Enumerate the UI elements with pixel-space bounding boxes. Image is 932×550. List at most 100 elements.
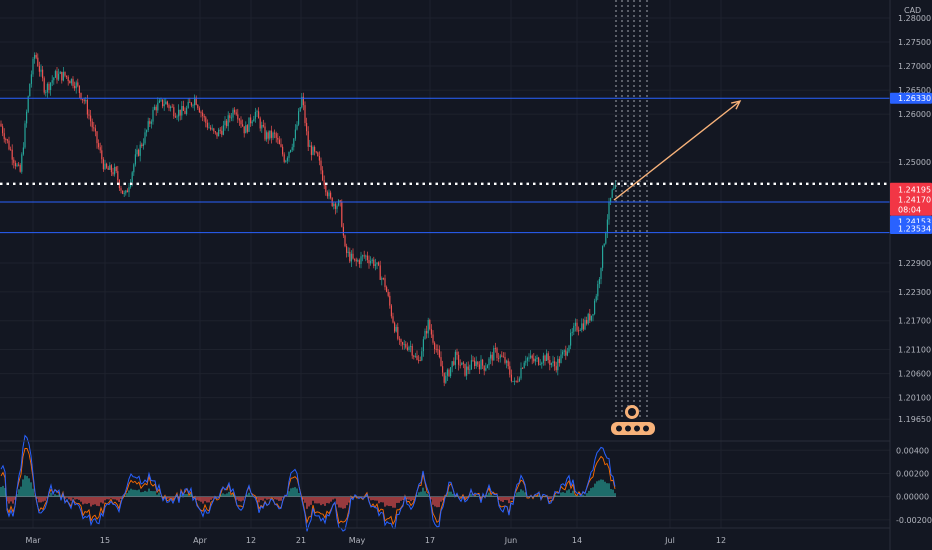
candle[interactable]: [213, 128, 215, 132]
candle[interactable]: [325, 185, 327, 193]
candle[interactable]: [370, 260, 372, 264]
candle[interactable]: [430, 329, 432, 335]
candle[interactable]: [312, 146, 314, 155]
candle[interactable]: [21, 154, 23, 172]
candle[interactable]: [86, 100, 88, 115]
candle[interactable]: [512, 380, 514, 382]
candle[interactable]: [203, 116, 205, 118]
candle[interactable]: [322, 170, 324, 181]
candle[interactable]: [402, 342, 404, 345]
candle[interactable]: [424, 331, 426, 340]
candle[interactable]: [499, 355, 501, 359]
candle[interactable]: [174, 116, 176, 118]
candle[interactable]: [306, 122, 308, 132]
candle[interactable]: [566, 351, 568, 356]
candle[interactable]: [37, 57, 39, 67]
candle[interactable]: [605, 232, 607, 244]
candle[interactable]: [611, 189, 613, 198]
candle[interactable]: [608, 202, 610, 220]
candle[interactable]: [323, 180, 325, 186]
candle[interactable]: [416, 355, 418, 360]
candle[interactable]: [11, 149, 13, 160]
candle[interactable]: [115, 166, 117, 172]
candle[interactable]: [451, 361, 453, 368]
candle[interactable]: [464, 363, 466, 376]
candle[interactable]: [285, 160, 287, 162]
candle[interactable]: [419, 360, 421, 361]
candle[interactable]: [216, 132, 218, 137]
candle[interactable]: [491, 354, 493, 361]
candle[interactable]: [478, 364, 480, 370]
candle[interactable]: [554, 361, 556, 367]
candle[interactable]: [494, 348, 496, 349]
candle[interactable]: [80, 92, 82, 100]
candle[interactable]: [445, 375, 447, 383]
candle[interactable]: [45, 92, 47, 94]
candle[interactable]: [0, 123, 2, 127]
candle[interactable]: [66, 75, 68, 77]
candle[interactable]: [123, 193, 125, 195]
candle[interactable]: [170, 106, 172, 109]
candle[interactable]: [35, 54, 37, 58]
candle[interactable]: [547, 353, 549, 361]
candle[interactable]: [613, 188, 615, 190]
candle[interactable]: [390, 305, 392, 317]
candle[interactable]: [560, 354, 562, 363]
candle[interactable]: [475, 361, 477, 367]
candle[interactable]: [378, 262, 380, 266]
event-icons[interactable]: [611, 405, 655, 435]
candle[interactable]: [222, 125, 224, 135]
candle[interactable]: [590, 315, 592, 321]
candle[interactable]: [50, 82, 52, 90]
candle[interactable]: [267, 132, 269, 139]
candle[interactable]: [574, 322, 576, 326]
candle[interactable]: [531, 355, 533, 359]
candle[interactable]: [67, 76, 69, 82]
candle[interactable]: [182, 105, 184, 111]
candle[interactable]: [485, 368, 487, 371]
candle[interactable]: [392, 316, 394, 323]
candle[interactable]: [395, 326, 397, 332]
candle[interactable]: [176, 116, 178, 118]
candle[interactable]: [571, 331, 573, 333]
candle[interactable]: [61, 71, 63, 81]
candle[interactable]: [446, 369, 448, 376]
candle[interactable]: [229, 115, 231, 118]
candle[interactable]: [338, 200, 340, 206]
candle[interactable]: [488, 358, 490, 366]
candle[interactable]: [254, 111, 256, 119]
candle[interactable]: [22, 147, 24, 155]
candle[interactable]: [373, 259, 375, 266]
candle[interactable]: [83, 99, 85, 102]
candle[interactable]: [509, 366, 511, 375]
candle[interactable]: [381, 278, 383, 280]
candle[interactable]: [283, 154, 285, 162]
candle[interactable]: [586, 320, 588, 324]
candle[interactable]: [542, 355, 544, 363]
candle[interactable]: [208, 127, 210, 129]
candle[interactable]: [146, 130, 148, 133]
candle[interactable]: [74, 85, 76, 89]
candle[interactable]: [429, 320, 431, 330]
candle[interactable]: [29, 83, 31, 97]
candle[interactable]: [483, 365, 485, 371]
candle[interactable]: [411, 346, 413, 356]
candle[interactable]: [210, 127, 212, 130]
candle[interactable]: [291, 147, 293, 151]
candle[interactable]: [194, 97, 196, 106]
candle[interactable]: [587, 313, 589, 324]
candle[interactable]: [162, 99, 164, 107]
candle[interactable]: [334, 203, 336, 209]
candle[interactable]: [371, 259, 373, 261]
candle[interactable]: [384, 278, 386, 288]
candle[interactable]: [69, 81, 71, 84]
horizontal-levels[interactable]: [0, 97, 890, 234]
projection-arrow[interactable]: [613, 100, 742, 201]
candle[interactable]: [234, 109, 236, 113]
candle[interactable]: [90, 115, 92, 122]
candle[interactable]: [38, 66, 40, 72]
candle[interactable]: [266, 132, 268, 140]
candle[interactable]: [606, 219, 608, 233]
candle[interactable]: [299, 107, 301, 112]
candle[interactable]: [293, 138, 295, 148]
